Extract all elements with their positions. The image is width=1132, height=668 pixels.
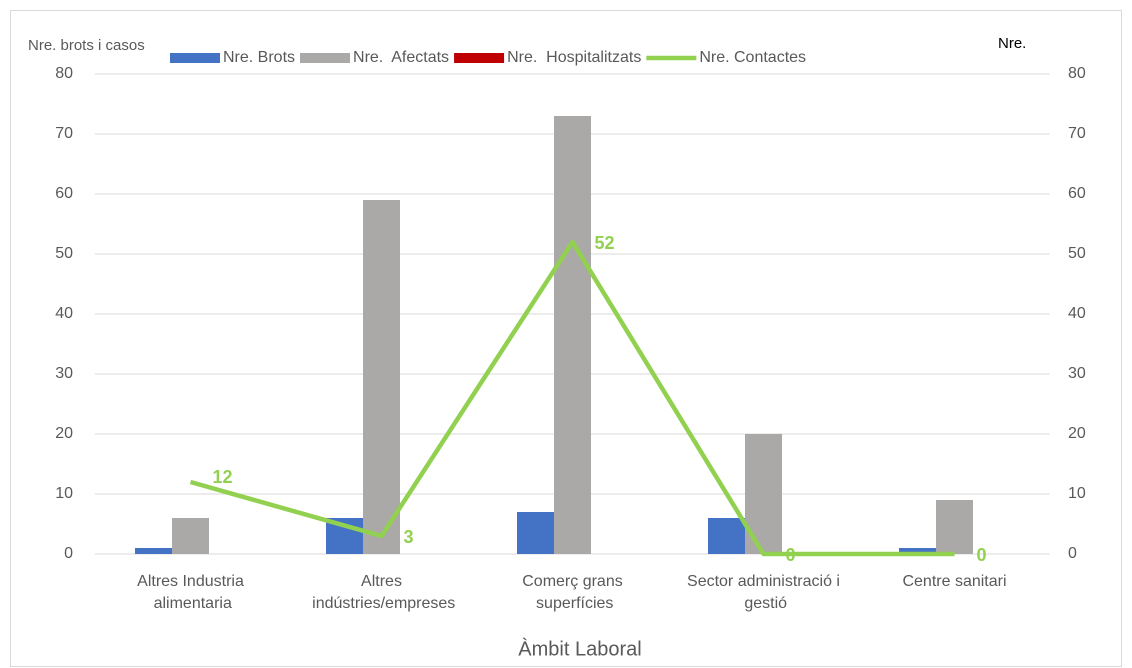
y-tick-label: 80 — [55, 65, 73, 82]
y2-tick-label: 0 — [1068, 545, 1077, 562]
data-label: 52 — [595, 233, 615, 253]
y2-tick-label: 20 — [1068, 425, 1086, 442]
bar — [135, 548, 172, 554]
y-tick-label: 0 — [64, 545, 73, 562]
x-tick-label: Altres indústries/empreses — [308, 573, 456, 612]
y-tick-label: 60 — [55, 185, 73, 202]
y-tick-label: 70 — [55, 125, 73, 142]
y2-tick-label: 40 — [1068, 305, 1086, 322]
data-label: 12 — [213, 467, 233, 487]
bar — [172, 518, 209, 554]
y-tick-label: 10 — [55, 485, 73, 502]
y2-tick-label: 60 — [1068, 185, 1086, 202]
bar — [363, 200, 400, 554]
y2-tick-label: 10 — [1068, 485, 1086, 502]
legend-swatch — [454, 53, 505, 63]
legend-swatch — [170, 53, 220, 63]
x-tick-label: Comerç grans superfícies — [522, 573, 622, 612]
legend-label: Nre. Afectats — [353, 49, 449, 66]
bar — [517, 512, 554, 554]
y2-tick-label: 50 — [1068, 245, 1086, 262]
data-label: 0 — [977, 545, 987, 565]
y2-axis-title: Nre. — [998, 35, 1026, 52]
bar — [936, 500, 973, 554]
y2-tick-label: 70 — [1068, 125, 1086, 142]
data-label: 0 — [786, 545, 796, 565]
bar — [899, 548, 936, 554]
y-tick-label: 30 — [55, 365, 73, 382]
bar — [708, 518, 745, 554]
y2-tick-label: 30 — [1068, 365, 1086, 382]
legend-label: Nre. Contactes — [699, 49, 806, 66]
x-axis-title: Àmbit Laboral — [518, 637, 641, 660]
x-tick-label: Altres Industria alimentaria — [137, 573, 244, 612]
x-tick-label: Sector administració i gestió — [687, 573, 840, 612]
y2-tick-label: 80 — [1068, 65, 1086, 82]
legend-swatch — [300, 53, 351, 63]
data-label: 3 — [404, 527, 414, 547]
bar — [554, 116, 591, 554]
y-tick-label: 40 — [55, 305, 73, 322]
x-tick-label: Centre sanitari — [902, 573, 1006, 590]
legend-label: Nre. Brots — [223, 49, 295, 66]
legend-label: Nre. Hospitalitzats — [507, 49, 641, 66]
y-axis-title: Nre. brots i casos — [28, 37, 145, 54]
line-series — [189, 239, 955, 557]
y-tick-label: 20 — [55, 425, 73, 442]
y-tick-label: 50 — [55, 245, 73, 262]
legend: Nre. Brots Nre. Afectats Nre. Hospitalitza… — [170, 49, 806, 66]
